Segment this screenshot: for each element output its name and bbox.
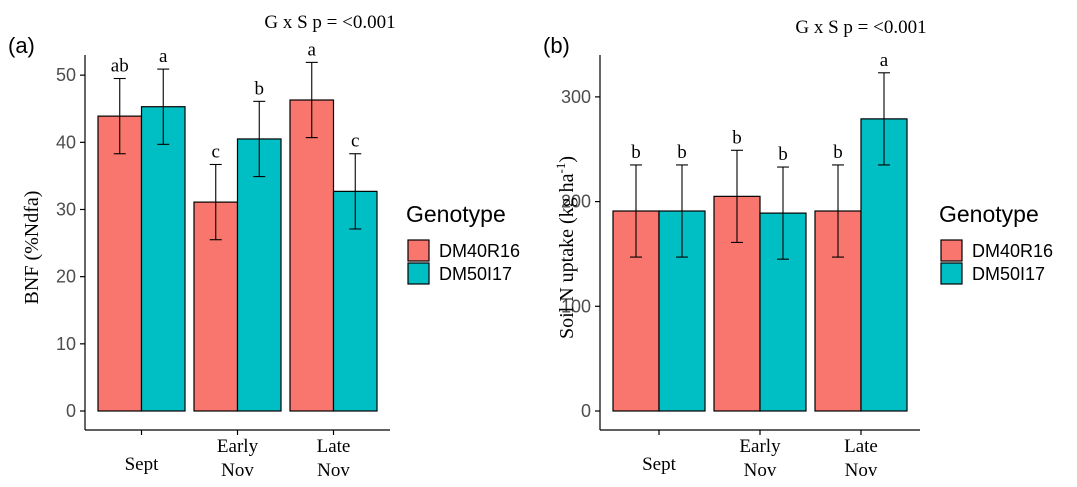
x-tick-label: Early — [739, 436, 781, 457]
error-bar — [113, 77, 126, 155]
y-tick-label: 30 — [56, 199, 76, 219]
significance-letter: c — [212, 141, 220, 162]
chart-panel-a: (a) G x S p = <0.001 0 10 20 30 40 50 BNF (%Ndfa… — [8, 12, 520, 481]
error-bar — [157, 68, 170, 145]
legend-key-dm40r16 — [407, 239, 430, 262]
error-bar — [878, 72, 890, 166]
error-bar — [209, 163, 222, 241]
chart-title: G x S p = <0.001 — [795, 17, 926, 38]
bar-dm50i17-1 — [140, 106, 186, 412]
legend-item-label: DM50I17 — [972, 264, 1045, 284]
legend-title: Genotype — [406, 201, 506, 227]
x-tick-label: Sept — [642, 454, 677, 475]
significance-letter: b — [631, 142, 641, 163]
x-tick-label: Early — [217, 436, 259, 457]
legend-key-dm50i17 — [940, 262, 963, 285]
x-tick-label: Nov — [317, 460, 350, 481]
y-tick-label: 50 — [56, 65, 76, 85]
significance-letter: b — [677, 142, 687, 163]
error-bar — [349, 153, 362, 230]
y-tick-label: 300 — [561, 87, 591, 107]
y-tick-label: 20 — [56, 267, 76, 287]
y-tick-label: 200 — [561, 192, 591, 212]
significance-letter: a — [159, 46, 168, 67]
significance-letter: b — [778, 144, 788, 165]
x-tick-label: Nov — [845, 460, 878, 481]
bar-dm50i17-2 — [236, 138, 282, 412]
significance-letter: c — [351, 131, 359, 152]
bar-dm40r16-3 — [289, 99, 335, 412]
chart-panel-b: (b) G x S p = <0.001 0 100 200 300 Soil N upta… — [543, 17, 1053, 481]
error-bar — [676, 164, 688, 258]
bar-dm50i17-3 — [860, 118, 908, 412]
legend-key-dm50i17 — [407, 262, 430, 285]
significance-letter: b — [732, 127, 742, 148]
significance-letter: b — [833, 142, 843, 163]
y-tick-label: 10 — [56, 334, 76, 354]
error-bar — [253, 100, 266, 178]
y-axis-label-superscript: -1 — [553, 163, 568, 174]
error-bar — [731, 149, 743, 243]
significance-letter: b — [255, 78, 265, 99]
error-bar — [777, 166, 789, 260]
legend-key-dm40r16 — [940, 239, 963, 262]
legend: Genotype DM40R16 DM50I17 — [406, 201, 520, 285]
y-tick-label: 100 — [561, 296, 591, 316]
error-bar — [305, 61, 318, 139]
y-axis-label: BNF (%Ndfa) — [21, 191, 43, 305]
y-axis-label-end: ) — [556, 156, 578, 163]
significance-letter: a — [880, 50, 889, 71]
bar-dm40r16-1 — [97, 115, 143, 412]
y-tick-label: 0 — [66, 401, 76, 421]
x-tick-label: Late — [844, 436, 878, 457]
panel-label: (a) — [8, 33, 35, 58]
y-axis-label-main: Soil N uptake (kg ha — [556, 173, 578, 339]
significance-letter: ab — [111, 56, 129, 77]
y-tick-label: 40 — [56, 132, 76, 152]
legend-title: Genotype — [939, 201, 1039, 227]
chart-title: G x S p = <0.001 — [264, 12, 395, 33]
significance-letter: a — [308, 39, 317, 60]
y-tick-label: 0 — [581, 401, 591, 421]
error-bar — [832, 164, 844, 258]
x-tick-label: Nov — [744, 460, 777, 481]
legend: Genotype DM40R16 DM50I17 — [939, 201, 1053, 285]
error-bar — [630, 164, 642, 258]
panel-label: (b) — [543, 33, 570, 58]
y-axis-label: Soil N uptake (kg ha-1) — [553, 156, 578, 339]
legend-item-label: DM40R16 — [972, 241, 1053, 261]
legend-item-label: DM50I17 — [439, 264, 512, 284]
x-tick-label: Late — [317, 436, 351, 457]
x-tick-label: Nov — [221, 460, 254, 481]
legend-item-label: DM40R16 — [439, 241, 520, 261]
x-tick-label: Sept — [125, 454, 160, 475]
